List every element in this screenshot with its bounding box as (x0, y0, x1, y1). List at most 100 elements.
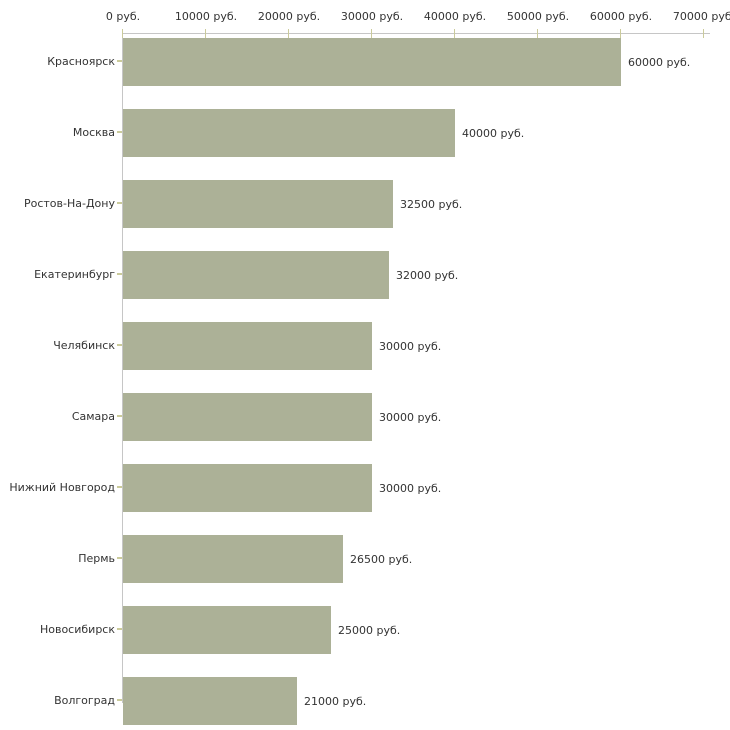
y-label-row: Новосибирск (0, 605, 122, 672)
x-axis-tick (620, 29, 621, 38)
bar-line: 21000 руб. (123, 677, 710, 725)
y-label-line: Красноярск (0, 37, 122, 85)
y-label-line: Пермь (0, 534, 122, 582)
bar-value-label: 60000 руб. (628, 55, 691, 69)
x-axis-tick-label: 20000 руб. (257, 10, 321, 23)
bar (123, 322, 372, 370)
bar-value-label: 26500 руб. (350, 552, 413, 566)
y-label-line: Екатеринбург (0, 250, 122, 298)
x-axis-tick (205, 29, 206, 38)
bar-row: 26500 руб. (123, 535, 710, 602)
y-axis-tick (117, 202, 122, 204)
bar-line: 30000 руб. (123, 464, 710, 512)
bar-row: 32500 руб. (123, 180, 710, 247)
category-label: Ростов-На-Дону (23, 196, 115, 210)
bar-line: 26500 руб. (123, 535, 710, 583)
x-axis-tick-label: 70000 руб. (672, 10, 730, 23)
category-label: Самара (71, 409, 115, 423)
bar-row: 25000 руб. (123, 606, 710, 673)
bar-row: 60000 руб. (123, 38, 710, 105)
x-axis-tick (537, 29, 538, 38)
x-axis-tick-label: 0 руб. (105, 10, 141, 23)
bar-value-label: 30000 руб. (379, 410, 442, 424)
bar (123, 393, 372, 441)
bar-line: 40000 руб. (123, 109, 710, 157)
x-axis-tick (288, 29, 289, 38)
y-label-row: Самара (0, 392, 122, 459)
bar-line: 25000 руб. (123, 606, 710, 654)
bar-row: 30000 руб. (123, 393, 710, 460)
bar (123, 180, 393, 228)
x-axis-tick (371, 29, 372, 38)
bar (123, 38, 621, 86)
y-axis-tick (117, 628, 122, 630)
y-axis-tick (117, 344, 122, 346)
bar-line: 30000 руб. (123, 393, 710, 441)
bar-row: 30000 руб. (123, 464, 710, 531)
x-axis-tick-label: 40000 руб. (423, 10, 487, 23)
bar-line: 32500 руб. (123, 180, 710, 228)
y-label-line: Новосибирск (0, 605, 122, 653)
bar-value-label: 25000 руб. (338, 623, 401, 637)
x-axis-tick (703, 29, 704, 38)
x-axis-tick-label: 60000 руб. (589, 10, 653, 23)
y-label-row: Ростов-На-Дону (0, 179, 122, 246)
category-label: Нижний Новгород (9, 480, 115, 494)
bar-value-label: 32000 руб. (396, 268, 459, 282)
bar-row: 21000 руб. (123, 677, 710, 730)
y-axis-labels: Красноярск Москва Ростов-На-Дону Екатери… (0, 33, 122, 730)
bar-line: 60000 руб. (123, 38, 710, 86)
y-label-line: Нижний Новгород (0, 463, 122, 511)
category-label: Красноярск (47, 54, 115, 68)
y-axis-tick (117, 415, 122, 417)
y-label-line: Москва (0, 108, 122, 156)
bar-value-label: 40000 руб. (462, 126, 525, 140)
bar-line: 32000 руб. (123, 251, 710, 299)
y-label-row: Нижний Новгород (0, 463, 122, 530)
x-axis-tick (454, 29, 455, 38)
bar-value-label: 30000 руб. (379, 481, 442, 495)
y-axis-tick (117, 60, 122, 62)
bar-value-label: 21000 руб. (304, 694, 367, 708)
y-axis-tick (117, 273, 122, 275)
y-label-row: Красноярск (0, 37, 122, 104)
x-axis-tick-label: 50000 руб. (506, 10, 570, 23)
bar (123, 677, 297, 725)
y-label-line: Челябинск (0, 321, 122, 369)
category-label: Новосибирск (39, 622, 115, 636)
y-axis-tick (117, 486, 122, 488)
y-axis-tick (117, 557, 122, 559)
bar-row: 40000 руб. (123, 109, 710, 176)
y-label-line: Волгоград (0, 676, 122, 724)
bar (123, 606, 331, 654)
bar-row: 30000 руб. (123, 322, 710, 389)
bar (123, 251, 389, 299)
y-label-row: Екатеринбург (0, 250, 122, 317)
bar-row: 32000 руб. (123, 251, 710, 318)
y-label-row: Пермь (0, 534, 122, 601)
category-label: Волгоград (54, 693, 115, 707)
category-label: Пермь (78, 551, 115, 565)
category-label: Екатеринбург (34, 267, 115, 281)
bar (123, 109, 455, 157)
y-label-line: Ростов-На-Дону (0, 179, 122, 227)
category-label: Москва (72, 125, 115, 139)
bar (123, 464, 372, 512)
bar-line: 30000 руб. (123, 322, 710, 370)
bars-container: 60000 руб. 40000 руб. 32500 руб. 32000 р… (123, 38, 710, 730)
bar-value-label: 32500 руб. (400, 197, 463, 211)
y-label-row: Волгоград (0, 676, 122, 730)
y-axis-tick (117, 131, 122, 133)
x-axis-tick (122, 29, 123, 38)
y-label-line: Самара (0, 392, 122, 440)
y-label-row: Москва (0, 108, 122, 175)
y-axis-tick (117, 699, 122, 701)
bar-value-label: 30000 руб. (379, 339, 442, 353)
y-label-row: Челябинск (0, 321, 122, 388)
bar (123, 535, 343, 583)
x-axis-tick-label: 30000 руб. (340, 10, 404, 23)
category-label: Челябинск (53, 338, 115, 352)
plot-area: 0 руб. 10000 руб. 20000 руб. 30000 руб. … (106, 10, 730, 725)
x-axis-tick-label: 10000 руб. (174, 10, 238, 23)
